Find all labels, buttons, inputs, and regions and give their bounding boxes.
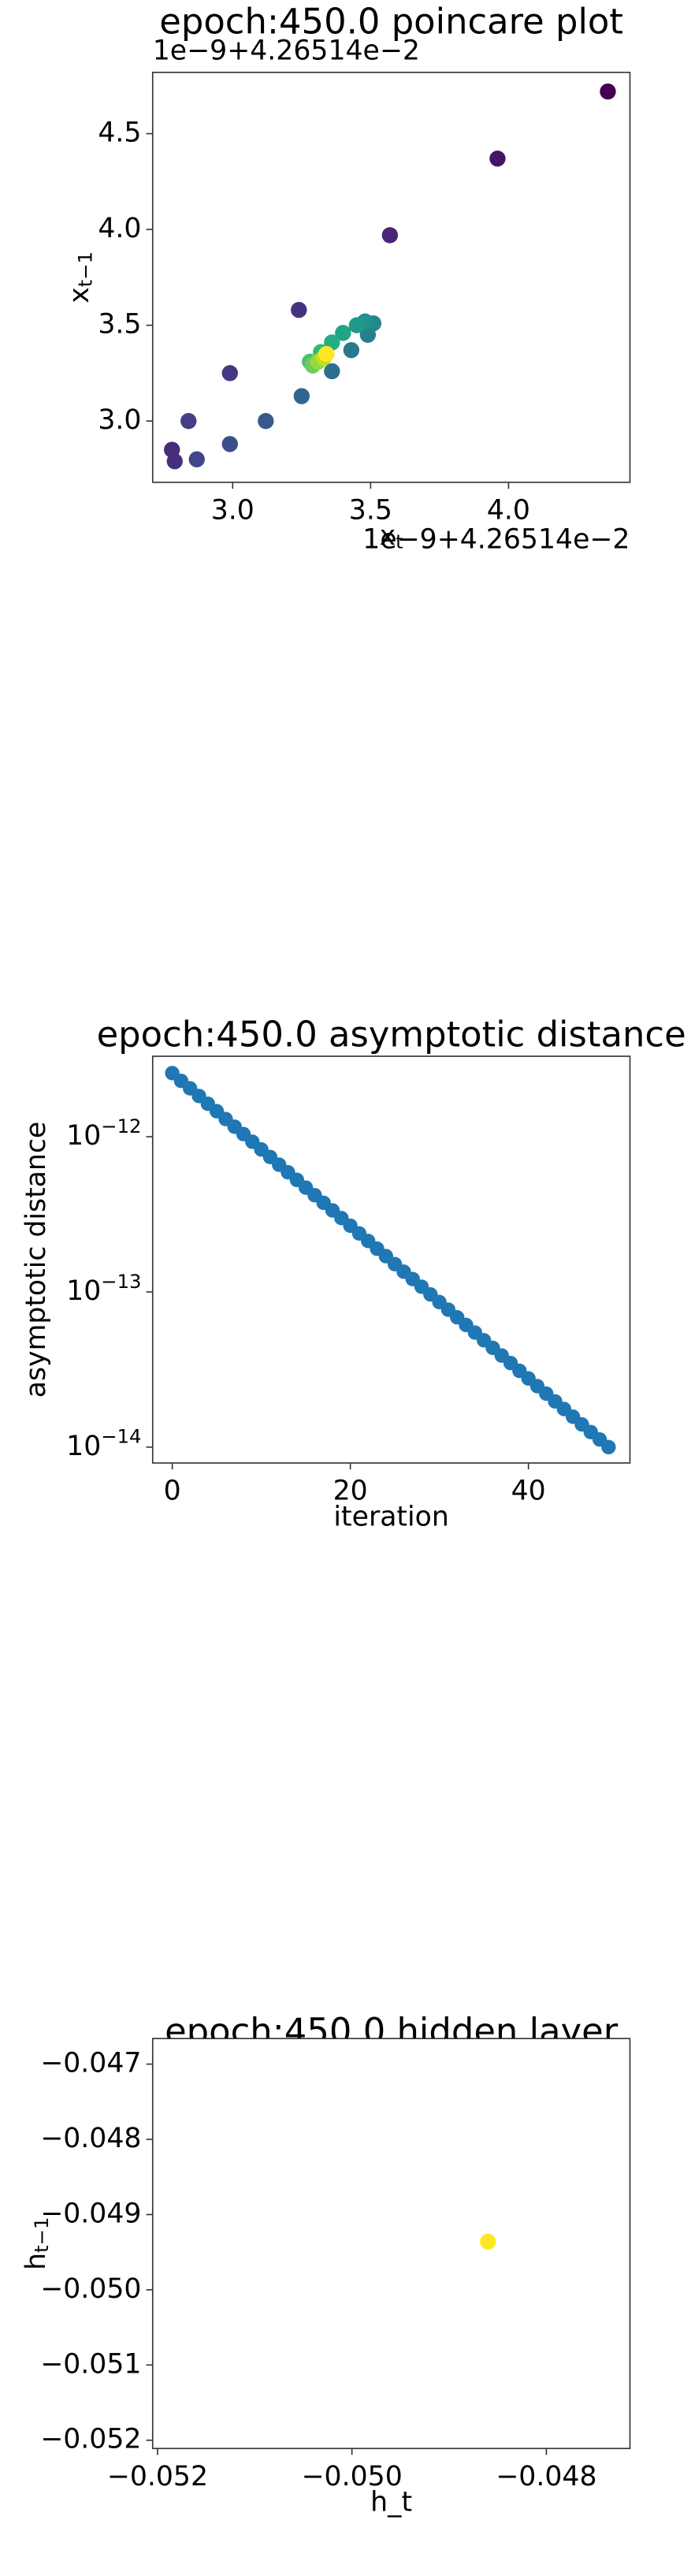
- x-axis-label: xt​: [380, 520, 403, 553]
- y-tick-label: −0.051: [40, 2348, 141, 2380]
- point: [343, 341, 360, 359]
- point: [348, 317, 366, 333]
- x-tick-label: 3.5: [349, 495, 392, 527]
- y-axis-label: asymptotic distance: [20, 1122, 52, 1398]
- point: [324, 363, 340, 380]
- y-tick-label: −0.047: [40, 2048, 141, 2079]
- chart: epoch:450.0 hidden layer−0.052 −0.050 −0.0…: [20, 2010, 631, 2518]
- chart-title: epoch:450.0 poincare plot: [159, 1, 623, 43]
- y-tick-label: −0.052: [40, 2424, 141, 2455]
- point: [600, 83, 616, 100]
- y-tick-label: −0.048: [40, 2123, 141, 2154]
- plot-area: [151, 71, 631, 483]
- x-tick-label: 40: [511, 1476, 546, 1507]
- plot-area: [151, 2038, 631, 2450]
- point: [221, 436, 238, 452]
- x-axis-label: h_t: [370, 2487, 412, 2518]
- y-tick-label: 3.5: [98, 309, 141, 341]
- x-axis-label: iteration: [333, 1501, 448, 1532]
- y-axis-label: ht−1​: [20, 2217, 53, 2270]
- y-tick-label: 4.0: [98, 213, 141, 244]
- point: [258, 412, 274, 430]
- point: [601, 1439, 616, 1455]
- y-tick-label: 10−12​: [66, 1115, 141, 1152]
- x-tick-label: 20: [333, 1476, 368, 1507]
- y-tick-label: −0.049: [40, 2198, 141, 2229]
- point: [381, 227, 399, 244]
- y-tick-label: 3.0: [98, 404, 141, 436]
- x-tick-label: −0.052: [107, 2461, 208, 2492]
- point: [188, 451, 205, 467]
- x-tick-label: 3.0: [211, 495, 254, 527]
- x-offset-label: 1e−9+4.26514e−2: [362, 523, 630, 555]
- point: [221, 365, 238, 382]
- y-offset-label: 1e−9+4.26514e−2: [153, 35, 420, 66]
- point: [489, 150, 506, 167]
- chart: epoch:450.0 poincare plot 3.0 3.5 4.0 3.0 3.5…: [64, 1, 631, 555]
- y-tick-label: −0.050: [40, 2273, 141, 2305]
- point: [166, 452, 183, 470]
- y-tick-label: 10−14​: [66, 1425, 141, 1462]
- chart-title: epoch:450.0 asymptotic distance: [97, 1014, 686, 1055]
- point: [291, 301, 307, 318]
- x-tick-label: 0: [164, 1476, 181, 1507]
- y-axis-label: xt−1​: [64, 251, 96, 303]
- x-tick-label: −0.050: [302, 2461, 403, 2492]
- point: [335, 325, 351, 341]
- point: [480, 2233, 496, 2250]
- chart: epoch:450.0 asymptotic distance 0 20 40 10−1…: [20, 1014, 686, 1533]
- y-tick-label: 4.5: [98, 117, 141, 149]
- point: [293, 388, 310, 404]
- point: [180, 412, 197, 430]
- y-tick-label: 10−13​: [66, 1270, 141, 1307]
- x-tick-label: −0.048: [496, 2461, 596, 2492]
- point: [318, 345, 335, 363]
- x-tick-label: 4.0: [487, 495, 530, 527]
